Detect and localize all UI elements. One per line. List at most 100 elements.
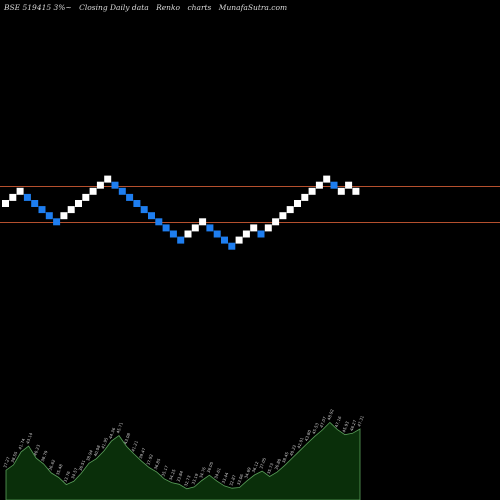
area-data-label: 36.05 <box>206 461 215 474</box>
renko-brick-up <box>96 181 104 189</box>
area-data-label: 47.07 <box>319 415 328 428</box>
area-data-label: 48.92 <box>326 408 335 421</box>
renko-brick-up <box>345 181 353 189</box>
renko-brick-down <box>140 206 148 214</box>
renko-brick-down <box>257 230 265 238</box>
area-data-label: 33.06 <box>236 473 245 486</box>
area-data-label: 45.53 <box>311 422 320 435</box>
renko-brick-up <box>352 187 360 195</box>
renko-brick-up <box>337 187 345 195</box>
area-data-label: 33.84 <box>175 470 184 483</box>
renko-brick-down <box>148 212 155 220</box>
area-data-label: 40.08 <box>93 444 102 457</box>
renko-brick-down <box>177 236 185 244</box>
volume-area: 37.2738.5541.7443.1440.2338.7936.6235.48… <box>2 408 365 500</box>
renko-brick-up <box>184 230 192 238</box>
renko-brick-up <box>242 230 250 238</box>
renko-brick-down <box>162 224 170 232</box>
renko-brick-up <box>301 193 309 201</box>
renko-brick-down <box>23 193 31 201</box>
area-data-label: 41.21 <box>130 439 139 452</box>
area-data-label: 32.73 <box>183 474 192 487</box>
renko-brick-up <box>191 224 199 232</box>
renko-brick-down <box>213 230 221 238</box>
area-data-label: 40.22 <box>288 444 297 457</box>
renko-brick-up <box>272 218 280 226</box>
renko-brick-up <box>75 200 82 207</box>
area-data-label: 33.44 <box>221 471 230 484</box>
renko-brick-up <box>315 181 323 189</box>
area-data-label: 34.25 <box>168 468 177 481</box>
renko-brick-down <box>330 181 338 189</box>
area-data-label: 37.27 <box>2 456 11 469</box>
area-data-label: 38.94 <box>85 449 94 462</box>
renko-brick-down <box>169 230 177 238</box>
area-data-label: 36.85 <box>153 457 162 470</box>
renko-brick-up <box>89 187 97 195</box>
area-data-label: 32.87 <box>228 474 237 487</box>
renko-brick-up <box>323 175 331 183</box>
header-symbol: BSE 519415 3%~ <box>4 3 72 12</box>
area-data-label: 42.01 <box>296 436 305 449</box>
area-data-label: 44.36 <box>108 427 117 440</box>
area-data-label: 45.93 <box>341 420 350 433</box>
area-data-label: 38.55 <box>10 450 19 463</box>
area-data-label: 35.73 <box>266 462 275 475</box>
chart-header: BSE 519415 3%~ Closing Daily data Renko … <box>4 3 496 12</box>
renko-brick-up <box>2 200 9 207</box>
renko-brick-down <box>31 200 39 207</box>
area-data-label: 47.16 <box>334 415 343 428</box>
area-data-label: 38.79 <box>40 449 49 462</box>
renko-brick-up <box>264 224 272 232</box>
area-data-label: 36.51 <box>78 459 87 472</box>
renko-brick-down <box>126 193 134 201</box>
area-data-label: 37.92 <box>145 453 154 466</box>
renko-brick-up <box>308 187 316 195</box>
area-data-label: 36.12 <box>251 460 260 473</box>
renko-brick-down <box>228 242 236 250</box>
area-data-label: 33.19 <box>191 472 200 485</box>
renko-brick-down <box>111 181 119 189</box>
area-data-label: 38.45 <box>281 451 290 464</box>
renko-brick-down <box>38 206 46 214</box>
area-data-label: 41.74 <box>17 437 26 450</box>
renko-brick-up <box>199 218 207 226</box>
renko-brick-up <box>294 200 301 207</box>
header-chart-kind: Renko <box>156 3 181 12</box>
area-data-label: 37.05 <box>258 457 267 470</box>
renko-bricks <box>2 175 360 250</box>
renko-brick-up <box>250 224 258 232</box>
header-description: Closing Daily data <box>79 3 149 12</box>
area-data-label: 43.14 <box>25 432 34 445</box>
reference-lines <box>0 186 500 223</box>
renko-brick-up <box>104 175 112 183</box>
renko-brick-up <box>9 193 17 201</box>
renko-brick-down <box>118 187 126 195</box>
area-data-label: 35.17 <box>160 464 169 477</box>
area-data-label: 33.76 <box>62 470 71 483</box>
renko-brick-up <box>67 206 75 214</box>
area-data-label: 36.62 <box>47 458 56 471</box>
renko-brick-down <box>45 212 53 220</box>
renko-brick-up <box>60 212 68 220</box>
renko-brick-up <box>235 236 243 244</box>
area-data-label: 34.61 <box>213 467 222 480</box>
renko-brick-down <box>155 218 163 226</box>
area-data-label: 41.95 <box>100 436 109 449</box>
renko-brick-down <box>221 236 228 244</box>
header-charts-word: charts <box>187 3 212 12</box>
renko-brick-up <box>82 193 90 201</box>
area-data-label: 43.08 <box>123 432 132 445</box>
area-data-label: 47.31 <box>356 414 365 427</box>
area-data-label: 34.76 <box>198 466 207 479</box>
renko-brick-down <box>53 218 61 226</box>
area-data-label: 43.80 <box>304 429 313 442</box>
area-data-label: 39.47 <box>138 447 147 460</box>
area-data-label: 34.57 <box>70 467 79 480</box>
area-data-label: 34.69 <box>243 466 252 479</box>
renko-brick-up <box>286 206 294 214</box>
renko-brick-down <box>206 224 214 232</box>
area-data-label: 36.80 <box>273 458 282 471</box>
